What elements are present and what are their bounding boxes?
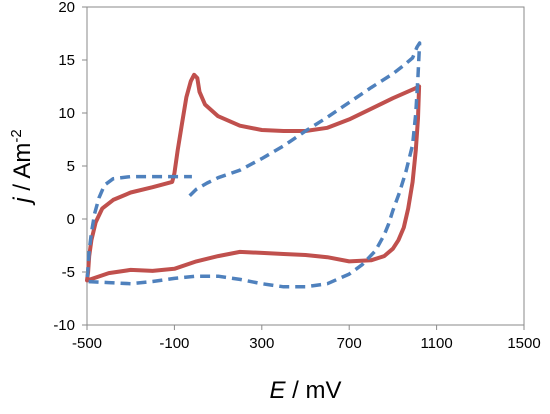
y-tick-label: 15 bbox=[58, 52, 75, 69]
y-tick-label: -5 bbox=[62, 264, 75, 281]
series-line-2 bbox=[85, 41, 422, 289]
y-tick-label: 5 bbox=[67, 158, 75, 175]
y-tick-label: 20 bbox=[58, 0, 75, 16]
x-tick-label: -500 bbox=[72, 335, 102, 352]
y-axis-title: j / Am-2 bbox=[8, 129, 36, 205]
x-axis-title: E / mV bbox=[269, 377, 341, 404]
x-tick-label: 1100 bbox=[420, 335, 452, 352]
y-tick-label: 10 bbox=[58, 105, 75, 122]
x-tick-label: -100 bbox=[159, 335, 189, 352]
series-line-1 bbox=[85, 72, 422, 283]
plot-area-border bbox=[86, 6, 525, 326]
y-tick-label: -10 bbox=[53, 317, 75, 334]
x-tick-label: 700 bbox=[337, 335, 362, 352]
x-tick-label: 300 bbox=[249, 335, 274, 352]
y-tick-label: 0 bbox=[67, 211, 75, 228]
x-tick-label: 1500 bbox=[507, 335, 540, 352]
